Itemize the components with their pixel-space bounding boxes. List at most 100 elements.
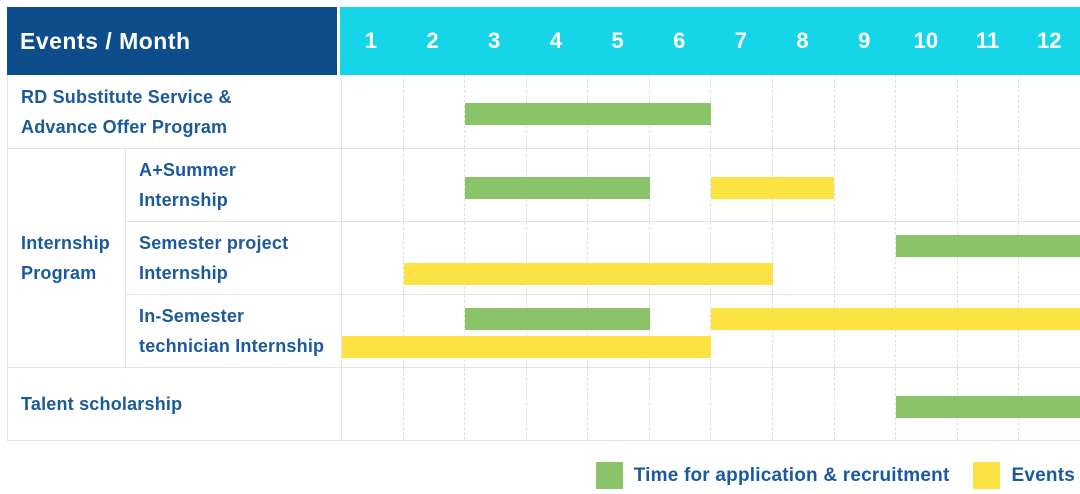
grid-cell <box>402 222 465 294</box>
legend: Time for application & recruitment Event… <box>595 462 1075 489</box>
legend-label-application: Time for application & recruitment <box>633 464 950 486</box>
month-label: 12 <box>1036 28 1062 53</box>
event-bar <box>342 336 711 358</box>
grid-cell <box>895 295 957 367</box>
grid-cell <box>833 295 896 367</box>
legend-label-events: Events <box>1011 464 1075 486</box>
event-row: In-Semester technician Internship <box>8 294 1080 367</box>
application-bar <box>895 396 1080 418</box>
grid-cell <box>710 149 772 221</box>
grid-cell <box>833 75 896 148</box>
grid-cell <box>464 295 526 367</box>
grid-cell <box>464 149 526 221</box>
grid-cell <box>710 75 772 148</box>
month-label: 9 <box>858 28 871 53</box>
month-label: 5 <box>611 28 624 53</box>
month-label: 6 <box>673 28 686 53</box>
group-label: Internship Program <box>21 232 111 283</box>
grid-cell <box>772 295 834 367</box>
grid-cell <box>772 75 834 148</box>
event-row: RD Substitute Service & Advance Offer Pr… <box>8 75 1080 148</box>
grid-cell <box>833 149 896 221</box>
application-bar <box>465 177 650 199</box>
grid-cell <box>895 75 957 148</box>
grid-cell <box>402 149 465 221</box>
event-label: In-Semester technician Internship <box>125 294 341 367</box>
grid-cell <box>895 149 957 221</box>
grid-cell <box>1018 75 1080 148</box>
application-bar <box>465 103 711 125</box>
grid-cell <box>464 75 526 148</box>
grid-cell <box>833 222 896 294</box>
grid-cell <box>1018 149 1080 221</box>
month-label: 10 <box>913 28 939 53</box>
month-grid <box>341 221 1080 294</box>
application-bar <box>895 235 1080 257</box>
grid-cell <box>402 295 465 367</box>
grid-cell <box>525 368 588 440</box>
event-bar <box>711 177 834 199</box>
grid-cell <box>525 222 588 294</box>
months-header: 1 2 3 4 5 6 7 8 9 10 11 12 <box>340 7 1080 75</box>
event-row: A+Summer Internship <box>8 148 1080 221</box>
month-grid <box>341 75 1080 148</box>
corner-header-cell: Events / Month <box>7 7 340 75</box>
event-row: Talent scholarship <box>8 367 1080 440</box>
grid-cell <box>833 368 896 440</box>
grid-cell <box>956 75 1019 148</box>
grid-cell <box>1018 222 1080 294</box>
month-grid <box>341 368 1080 440</box>
application-swatch-icon <box>595 462 623 489</box>
month-grid <box>341 149 1080 221</box>
grid-cell <box>956 149 1019 221</box>
grid-cell <box>402 368 465 440</box>
chart-body: RD Substitute Service & Advance Offer Pr… <box>7 75 1080 441</box>
grid-cell <box>648 368 711 440</box>
grid-cell <box>342 222 403 294</box>
month-label: 8 <box>796 28 809 53</box>
table-title: Events / Month <box>20 27 191 54</box>
grid-cell <box>464 222 526 294</box>
legend-item-application: Time for application & recruitment <box>595 462 950 489</box>
grid-cell <box>956 222 1019 294</box>
schedule-table: Events / Month 1 2 3 4 5 6 7 8 9 10 11 12 RD Substi… <box>7 7 1080 441</box>
grid-cell <box>956 295 1019 367</box>
application-bar <box>465 308 650 330</box>
grid-cell <box>402 75 465 148</box>
grid-cell <box>648 295 711 367</box>
grid-cell <box>710 222 772 294</box>
month-label: 7 <box>734 28 747 53</box>
event-label: Semester project Internship <box>125 221 341 294</box>
month-label: 11 <box>975 28 1000 53</box>
month-label: 1 <box>364 28 377 53</box>
grid-cell <box>342 75 403 148</box>
grid-cell <box>587 368 649 440</box>
event-bar <box>403 263 773 285</box>
grid-cell <box>772 222 834 294</box>
grid-cell <box>464 368 526 440</box>
grid-cell <box>525 295 588 367</box>
grid-cell <box>895 222 957 294</box>
event-label: Talent scholarship <box>21 394 183 414</box>
grid-cell <box>710 295 772 367</box>
event-label: RD Substitute Service & Advance Offer Pr… <box>21 86 232 137</box>
event-label: A+Summer Internship <box>125 149 341 221</box>
grid-cell <box>648 149 711 221</box>
legend-item-events: Events <box>973 462 1075 489</box>
table-header: Events / Month 1 2 3 4 5 6 7 8 9 10 11 12 <box>7 7 1080 75</box>
month-label: 2 <box>426 28 439 53</box>
grid-cell <box>587 222 649 294</box>
grid-cell <box>648 222 711 294</box>
month-label: 3 <box>488 28 501 53</box>
grid-cell <box>772 368 834 440</box>
grid-cell <box>587 295 649 367</box>
grid-cell <box>1018 295 1080 367</box>
grid-cell <box>710 368 772 440</box>
month-label: 4 <box>549 28 562 53</box>
events-swatch-icon <box>973 462 1001 489</box>
grid-cell <box>342 149 403 221</box>
month-grid <box>341 294 1080 367</box>
event-bar <box>711 308 1080 330</box>
grid-cell <box>342 368 403 440</box>
